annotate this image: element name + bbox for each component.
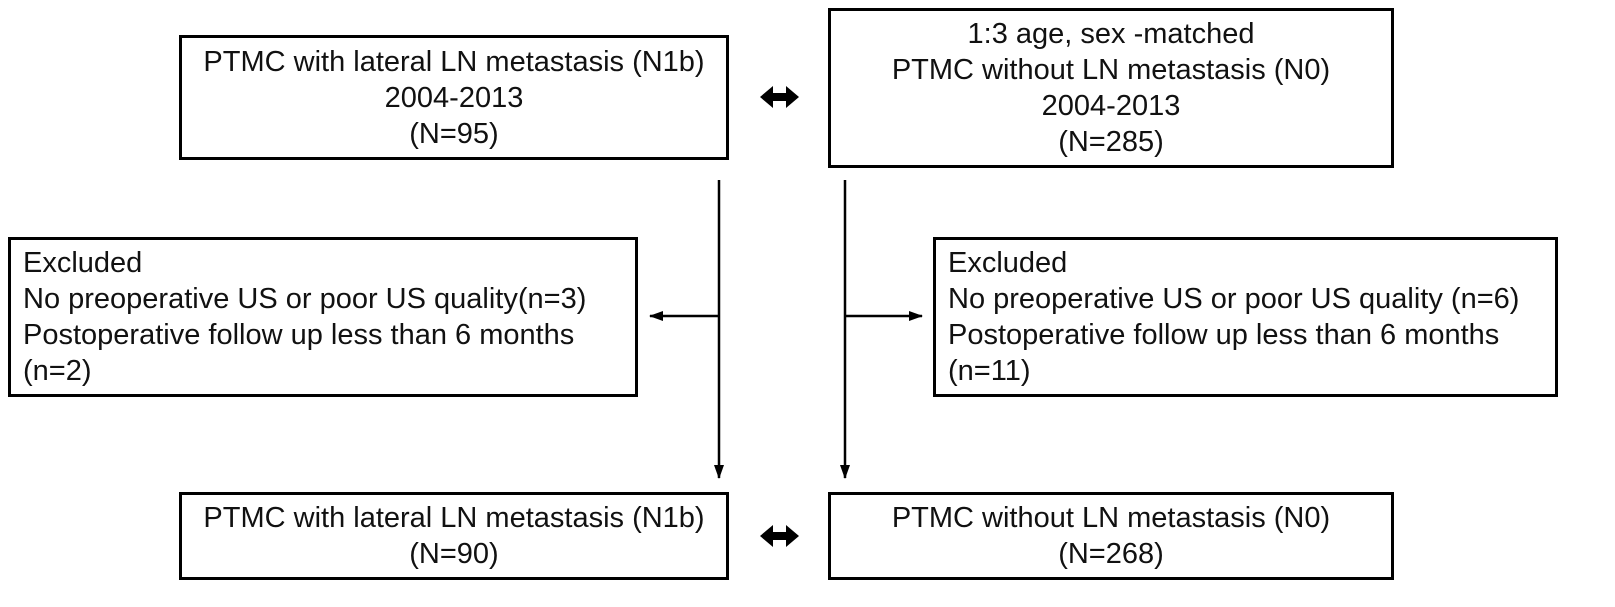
n1b-excluded-followup-reason: Postoperative follow up less than 6 mont… bbox=[23, 319, 575, 351]
n1b-excluded-followup-count: (n=2) bbox=[23, 355, 92, 387]
double-headed-arrow-icon bbox=[760, 86, 799, 108]
n0-excluded-heading: Excluded bbox=[948, 247, 1068, 279]
n1b-initial-period: 2004-2013 bbox=[384, 81, 524, 114]
n0-excluded-followup-count: (n=11) bbox=[948, 355, 1031, 387]
n0-initial-matching: 1:3 age, sex -matched bbox=[967, 18, 1255, 50]
n0-excluded-box: Excluded No preoperative US or poor US q… bbox=[933, 237, 1558, 397]
n0-final-title: PTMC without LN metastasis (N0) bbox=[891, 502, 1331, 534]
n1b-final-title: PTMC with lateral LN metastasis (N1b) bbox=[203, 502, 705, 534]
n0-excluded-followup-reason: Postoperative follow up less than 6 mont… bbox=[948, 319, 1500, 351]
n1b-final-count: (N=90) bbox=[409, 538, 499, 570]
n1b-initial-title: PTMC with lateral LN metastasis (N1b) bbox=[203, 45, 705, 78]
n0-final-box: PTMC without LN metastasis (N0) (N=268) bbox=[828, 492, 1394, 580]
n0-final-count: (N=268) bbox=[1058, 538, 1164, 570]
n1b-initial-count: (N=95) bbox=[409, 117, 499, 150]
n1b-excluded-box: Excluded No preoperative US or poor US q… bbox=[8, 237, 638, 397]
n1b-excluded-us-reason: No preoperative US or poor US quality(n=… bbox=[23, 283, 587, 315]
n0-initial-period: 2004-2013 bbox=[1041, 90, 1181, 122]
n1b-initial-box: PTMC with lateral LN metastasis (N1b) 20… bbox=[179, 35, 729, 160]
n1b-final-box: PTMC with lateral LN metastasis (N1b) (N… bbox=[179, 492, 729, 580]
n1b-excluded-heading: Excluded bbox=[23, 247, 143, 279]
n0-initial-count: (N=285) bbox=[1058, 126, 1164, 158]
n0-excluded-us-reason: No preoperative US or poor US quality (n… bbox=[948, 283, 1520, 315]
n0-initial-title: PTMC without LN metastasis (N0) bbox=[891, 54, 1331, 86]
double-headed-arrow-icon bbox=[760, 525, 799, 547]
n0-initial-box: 1:3 age, sex -matched PTMC without LN me… bbox=[828, 8, 1394, 168]
